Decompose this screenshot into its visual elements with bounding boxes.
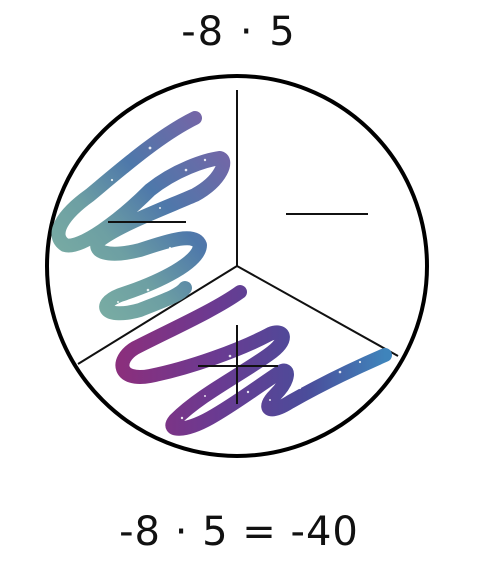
plus-sign-bottom	[198, 325, 278, 404]
divider-lower-right	[236, 265, 399, 357]
scribble-left-section	[51, 111, 231, 321]
divider-lower-left	[77, 265, 238, 365]
circle-outline	[45, 74, 429, 458]
expression-title: -8 · 5	[181, 9, 297, 55]
scribble-lower-section	[115, 285, 392, 436]
equation-answer: -8 · 5 = -40	[119, 509, 359, 555]
